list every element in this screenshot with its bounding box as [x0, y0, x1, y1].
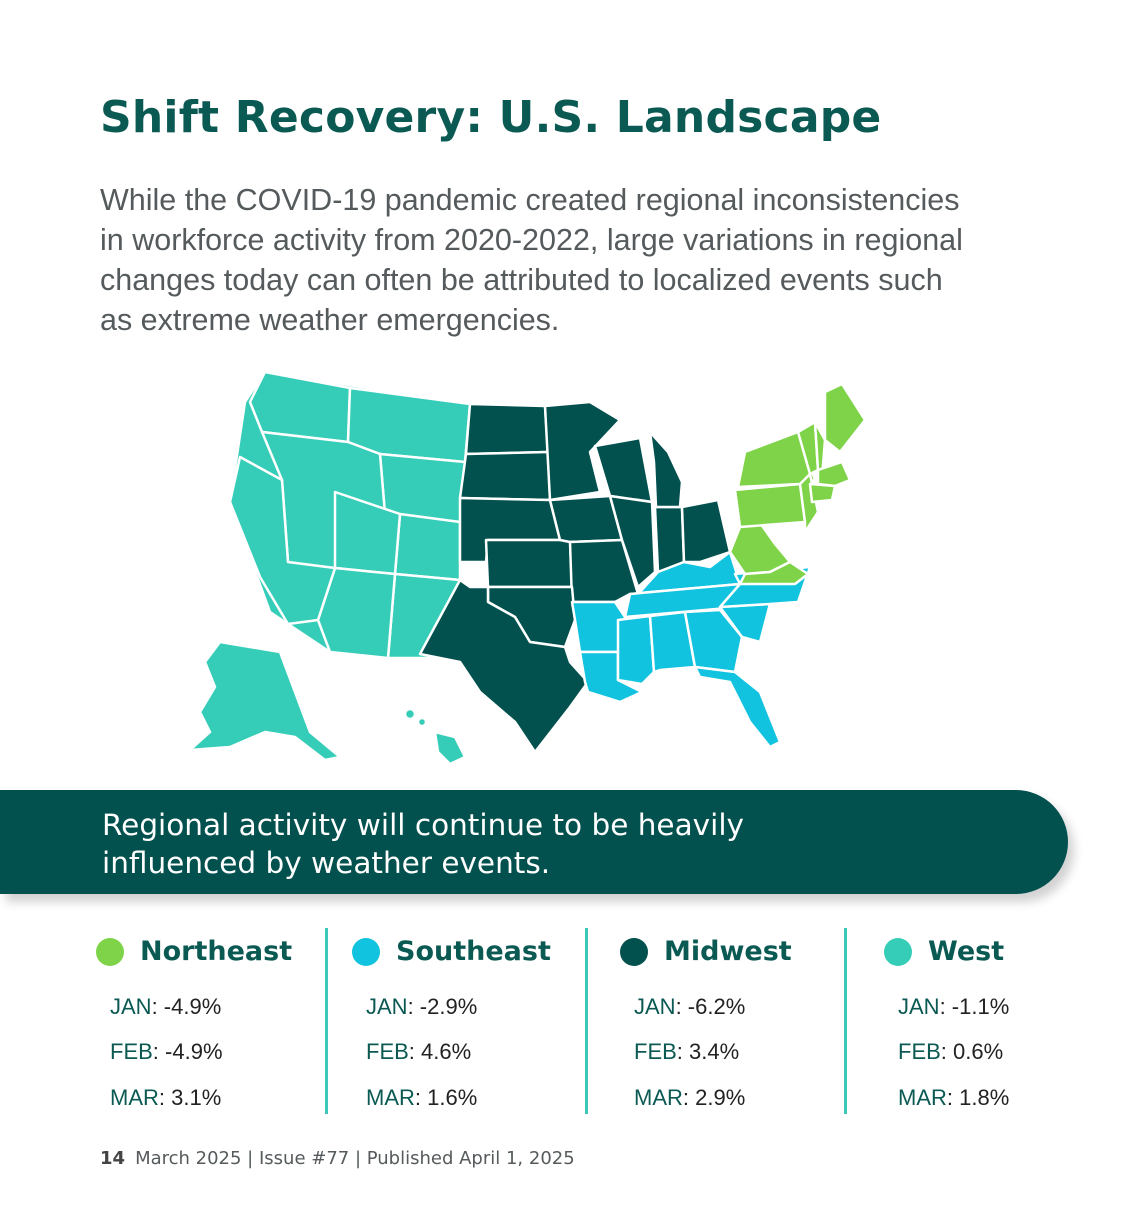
stat-row: JAN: -1.1% — [898, 994, 1010, 1019]
midwest-dot-icon — [620, 937, 648, 966]
column-divider — [844, 928, 847, 1114]
callout-line: Regional activity will continue to be he… — [102, 808, 744, 842]
map-state-shape — [464, 402, 550, 456]
southeast-dot-icon — [352, 937, 380, 966]
region-midwest: Midwest JAN: -6.2% FEB: 3.4% MAR: 2.9% — [620, 928, 845, 1114]
northeast-dot-icon — [96, 937, 124, 966]
map-state-shape — [738, 560, 810, 586]
map-state-shape — [808, 482, 837, 504]
map-state-shape — [608, 494, 657, 589]
region-name: West — [928, 936, 1005, 967]
map-state-shape — [433, 730, 467, 766]
map-state-shape — [683, 608, 744, 674]
region-name: Southeast — [396, 936, 551, 967]
map-state-shape — [680, 498, 732, 564]
map-state-shape — [616, 614, 656, 686]
intro-line: changes today can often be attributed to… — [100, 263, 943, 297]
region-header: Midwest — [620, 936, 792, 967]
column-divider — [585, 928, 588, 1114]
callout-line: influenced by weather events. — [102, 846, 551, 880]
stat-row: JAN: -6.2% — [634, 994, 746, 1019]
region-header: Northeast — [96, 936, 292, 967]
intro-line: as extreme weather emergencies. — [100, 303, 560, 337]
issue-info: March 2025 | Issue #77 | Published April… — [135, 1148, 575, 1169]
map-state-shape — [484, 538, 574, 589]
west-dot-icon — [884, 937, 912, 966]
map-state-shape — [733, 482, 807, 529]
map-state-shape — [416, 716, 428, 728]
map-state-shape — [393, 512, 462, 582]
callout-text: Regional activity will continue to be he… — [102, 806, 744, 882]
map-state-shape — [648, 430, 684, 509]
stat-row: FEB: 3.4% — [634, 1039, 740, 1064]
stat-row: JAN: -4.9% — [110, 994, 222, 1019]
map-state-shape — [593, 436, 654, 504]
map-state-shape — [823, 382, 867, 454]
region-header: West — [884, 936, 1004, 967]
intro-paragraph: While the COVID-19 pandemic created regi… — [100, 180, 1000, 340]
map-state-shape — [403, 707, 417, 721]
region-header: Southeast — [352, 936, 551, 967]
intro-line: While the COVID-19 pandemic created regi… — [100, 183, 960, 217]
stat-row: FEB: 0.6% — [898, 1039, 1004, 1064]
stat-row: MAR: 1.8% — [898, 1085, 1010, 1110]
region-name: Northeast — [140, 936, 293, 967]
page-number: 14 — [100, 1148, 126, 1169]
map-state-shape — [418, 578, 590, 754]
region-southeast: Southeast JAN: -2.9% FEB: 4.6% MAR: 1.6% — [352, 928, 577, 1114]
us-regions-map — [170, 362, 890, 772]
region-legend: Northeast JAN: -4.9% FEB: -4.9% MAR: 3.1… — [96, 928, 1056, 1114]
stat-row: MAR: 3.1% — [110, 1085, 222, 1110]
page-title: Shift Recovery: U.S. Landscape — [100, 92, 882, 143]
map-state-shape — [228, 455, 337, 626]
stat-row: JAN: -2.9% — [366, 994, 478, 1019]
stat-row: FEB: 4.6% — [366, 1039, 472, 1064]
map-state-shape — [798, 472, 820, 534]
stat-row: MAR: 2.9% — [634, 1085, 746, 1110]
map-state-shape — [188, 640, 342, 762]
region-west: West JAN: -1.1% FEB: 0.6% MAR: 1.8% — [884, 928, 1056, 1114]
stat-row: FEB: -4.9% — [110, 1039, 223, 1064]
region-northeast: Northeast JAN: -4.9% FEB: -4.9% MAR: 3.1… — [96, 928, 321, 1114]
region-name: Midwest — [664, 936, 792, 967]
map-state-shape — [693, 665, 782, 749]
map-state-shape — [458, 450, 552, 502]
map-state-shape — [653, 505, 686, 574]
stat-row: MAR: 1.6% — [366, 1085, 478, 1110]
intro-line: in workforce activity from 2020-2022, la… — [100, 223, 963, 257]
map-state-shape — [816, 460, 852, 488]
map-state-shape — [648, 610, 697, 674]
column-divider — [325, 928, 328, 1114]
page-footer: 14 March 2025 | Issue #77 | Published Apr… — [100, 1148, 575, 1169]
callout-banner: Regional activity will continue to be he… — [0, 790, 1068, 894]
